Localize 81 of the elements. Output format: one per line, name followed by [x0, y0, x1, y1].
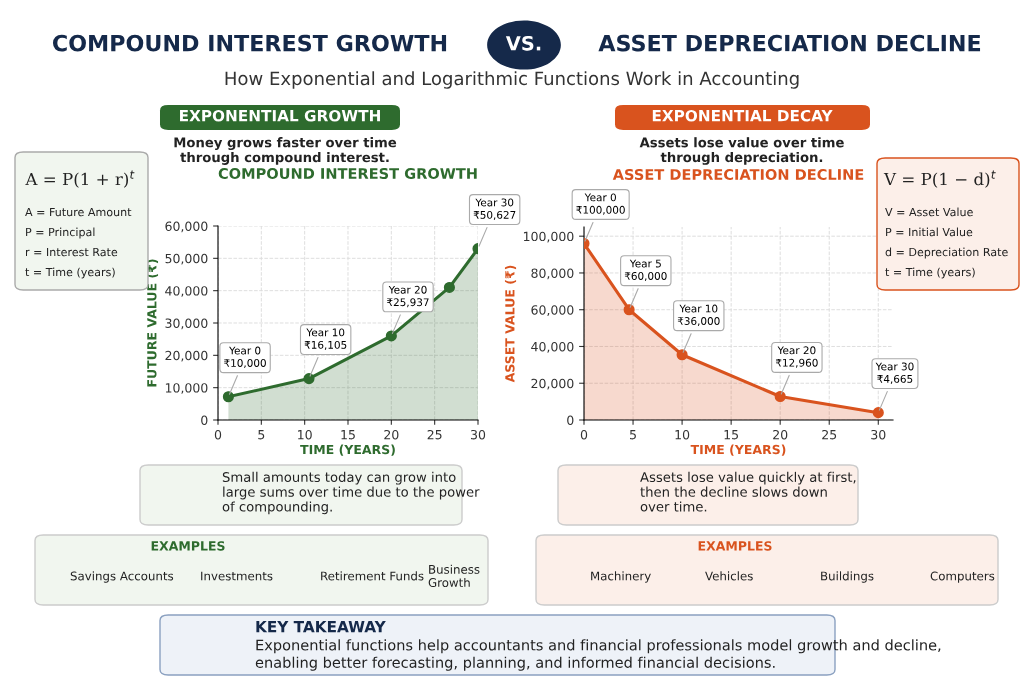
y-tick-label: 0: [201, 415, 208, 425]
y-tick-label: 100,000: [523, 231, 574, 243]
annotation: Year 10 ₹36,000: [677, 304, 720, 327]
x-tick-label: 25: [427, 429, 442, 440]
text: P = Principal: [26, 227, 95, 239]
y-tick-label: 60,000: [165, 221, 208, 233]
text: A = Future Amount: [25, 207, 132, 217]
y-axis-title: ASSET VALUE (₹): [504, 265, 517, 383]
annotation: Year 5 ₹60,000: [624, 259, 667, 281]
text: Computers: [930, 571, 995, 583]
text: VS.: [505, 35, 541, 51]
annotation: Year 20 ₹12,960: [775, 346, 818, 368]
text: Savings Accounts: [70, 571, 174, 583]
point: [385, 330, 397, 342]
x-tick-label: 15: [341, 430, 355, 440]
annotation: d = Depreciation Rate: [885, 247, 1008, 259]
text: Assets lose value quickly at first, then the decline slows down over time.: [640, 471, 856, 512]
y-tick-label: 50,000: [165, 253, 208, 265]
text: A = P(1 + r)$^{t}$: [25, 170, 135, 188]
point: [774, 390, 786, 403]
text: Assets lose value over time through depreciation.: [639, 137, 844, 165]
x-tick-label: 30: [471, 429, 486, 440]
annotation: Year 0 ₹100,000: [576, 193, 625, 215]
text: Machinery: [591, 571, 651, 583]
point: [222, 391, 234, 403]
text: KEY TAKEAWAY: [256, 621, 386, 633]
y-tick-label: 0: [567, 415, 574, 425]
x-tick-label: 20: [773, 429, 788, 440]
text: COMPOUND INTEREST GROWTH: [52, 34, 447, 52]
text: Business Growth: [428, 564, 480, 588]
annotation: Year 30 ₹4,665: [875, 362, 914, 384]
text: r = Interest Rate: [26, 247, 118, 257]
text: V = Asset Value: [885, 207, 973, 217]
text: EXPONENTIAL GROWTH: [180, 109, 380, 122]
text: How Exponential and Logarithmic Functions Work in Accounting: [225, 71, 799, 89]
y-tick-label: 20,000: [531, 378, 574, 390]
x-tick-label: 5: [258, 430, 265, 440]
x-axis-title: TIME (YEARS): [300, 444, 395, 456]
annotation: t = Time (years): [885, 267, 975, 279]
text: Retirement Funds: [321, 571, 424, 581]
text: t = Time (years): [25, 267, 115, 279]
y-tick-label: 40,000: [165, 286, 208, 297]
text: EXAMPLES: [151, 541, 225, 551]
text: EXPONENTIAL DECAY: [652, 109, 833, 122]
text: V = P(1 − d)$^{t}$: [883, 170, 996, 188]
x-tick-label: 10: [298, 429, 312, 440]
text: Investments: [201, 571, 273, 581]
x-tick-label: 10: [675, 429, 690, 440]
point: [303, 373, 315, 385]
chart-title: COMPOUND INTEREST GROWTH: [218, 167, 477, 179]
text: Exponential functions help accountants and financial professionals model growth and decline, enabling better forecasting, planning, and informed financial decisions.: [255, 639, 941, 671]
x-tick-label: 30: [871, 429, 886, 440]
annotation: Year 10 ₹16,105: [304, 328, 347, 350]
annotation: Year 20 ₹25,937: [387, 285, 429, 308]
x-tick-label: 25: [822, 429, 837, 440]
x-tick-label: 20: [384, 429, 399, 440]
x-tick-label: 5: [630, 430, 636, 440]
y-tick-label: 40,000: [531, 341, 574, 353]
text: Small amounts today can grow into large sums over time due to the power of compounding.: [222, 471, 480, 515]
annotation: Year 30 ₹50,627: [473, 198, 516, 220]
point: [443, 281, 455, 293]
y-tick-label: 20,000: [165, 350, 208, 362]
text: Buildings: [821, 571, 874, 583]
point: [623, 304, 635, 316]
annotation: Year 0 ₹10,000: [224, 346, 266, 368]
point: [676, 349, 688, 361]
chart-title: ASSET DEPRECIATION DECLINE: [612, 168, 864, 180]
point: [872, 407, 884, 419]
y-tick-label: 30,000: [165, 318, 208, 330]
text: ASSET DEPRECIATION DECLINE: [598, 34, 981, 52]
x-tick-label: 15: [724, 430, 738, 440]
text: Money grows faster over time through compound interest.: [174, 137, 397, 165]
x-tick-label: 0: [214, 429, 222, 440]
text: EXAMPLES: [698, 541, 772, 551]
annotation: P = Initial Value: [886, 227, 973, 237]
x-axis-title: TIME (YEARS): [690, 444, 786, 456]
y-tick-label: 60,000: [531, 305, 574, 316]
x-tick-label: 0: [580, 429, 588, 440]
text: Vehicles: [705, 571, 753, 581]
y-tick-label: 10,000: [165, 383, 208, 394]
y-tick-label: 80,000: [531, 268, 574, 280]
